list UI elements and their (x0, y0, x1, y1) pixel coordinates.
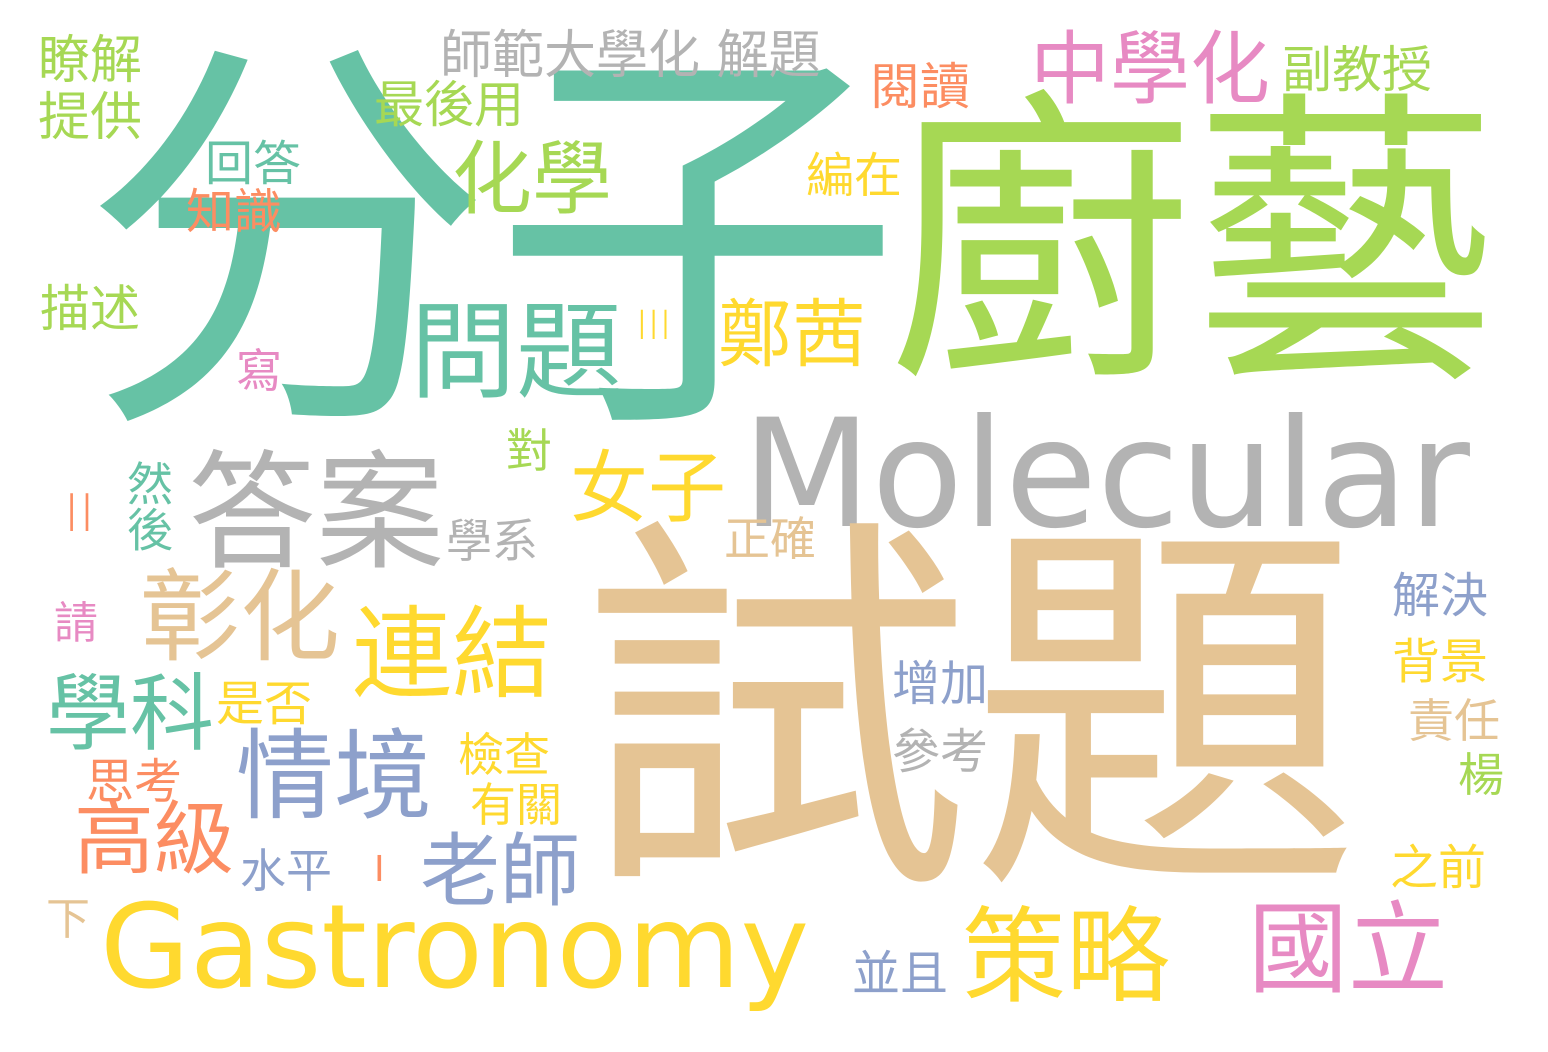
word-bar2: II (64, 484, 95, 544)
word-cankao: 參考 (892, 724, 989, 780)
word-xia: 下 (46, 894, 90, 945)
word-ranhou: 然後 (120, 460, 174, 552)
word-bianzai: 編在 (806, 148, 903, 204)
word-qingjing: 情境 (236, 720, 433, 834)
word-bar1: I (374, 849, 385, 890)
word-jiancha: 檢查 (458, 728, 550, 782)
word-zhanghua: 彰化 (140, 559, 340, 676)
word-zeren: 責任 (1408, 694, 1500, 748)
word-zuihouyong: 最後用 (374, 76, 524, 134)
word-daan: 答案 (188, 439, 445, 588)
word-shifan: 師範大學化 解題 (440, 26, 821, 86)
word-liaojie: 瞭解 (38, 31, 143, 91)
word-qing: 請 (54, 598, 98, 649)
word-jiejue: 解決 (1392, 568, 1489, 624)
word-zhishi: 知識 (186, 184, 283, 240)
word-zhiqian: 之前 (1390, 840, 1487, 896)
word-bar3: III (636, 303, 672, 349)
word-gaoji: 高級 (74, 793, 234, 886)
word-chuyi: 廚藝 (888, 67, 1498, 422)
word-gastronomy: Gastronomy (100, 880, 810, 1015)
word-bingqie: 並且 (852, 946, 949, 1002)
word-zhengqian: 鄭茜 (718, 292, 866, 378)
word-fujiaoshou: 副教授 (1282, 41, 1432, 99)
word-shifou: 是否 (216, 676, 313, 732)
word-xuexi: 學系 (446, 514, 538, 568)
word-nvzi: 女子 (570, 444, 727, 534)
word-huaxue: 化學 (452, 133, 612, 226)
word-xueke: 學科 (46, 665, 215, 763)
word-laoshi: 老師 (420, 825, 580, 918)
word-zhongxuehua: 中學化 (1030, 23, 1270, 116)
word-dui: 對 (506, 424, 552, 478)
word-yuedu: 閱讀 (870, 58, 970, 116)
word-zhengque: 正確 (724, 512, 816, 566)
word-shiti: 試題 (580, 488, 1360, 942)
word-guoli: 國立 (1248, 891, 1448, 1008)
word-sikao: 思考 (86, 754, 183, 810)
word-fenzi: 分子 (82, 6, 902, 484)
word-wenti: 問題 (410, 291, 622, 414)
word-yang: 楊 (1458, 748, 1504, 802)
word-shuiping: 水平 (240, 844, 332, 898)
word-xie: 寫 (236, 344, 282, 398)
word-huida: 回答 (205, 136, 302, 192)
word-beijing: 背景 (1392, 634, 1489, 690)
word-molecular: Molecular (742, 388, 1470, 562)
word-zengjia: 增加 (892, 656, 989, 712)
word-tigong: 提供 (38, 88, 143, 148)
word-miaoshu: 描述 (40, 280, 140, 338)
word-lianjie: 連結 (352, 596, 552, 713)
word-youguan: 有關 (470, 778, 562, 832)
word-celue: 策略 (962, 896, 1171, 1018)
